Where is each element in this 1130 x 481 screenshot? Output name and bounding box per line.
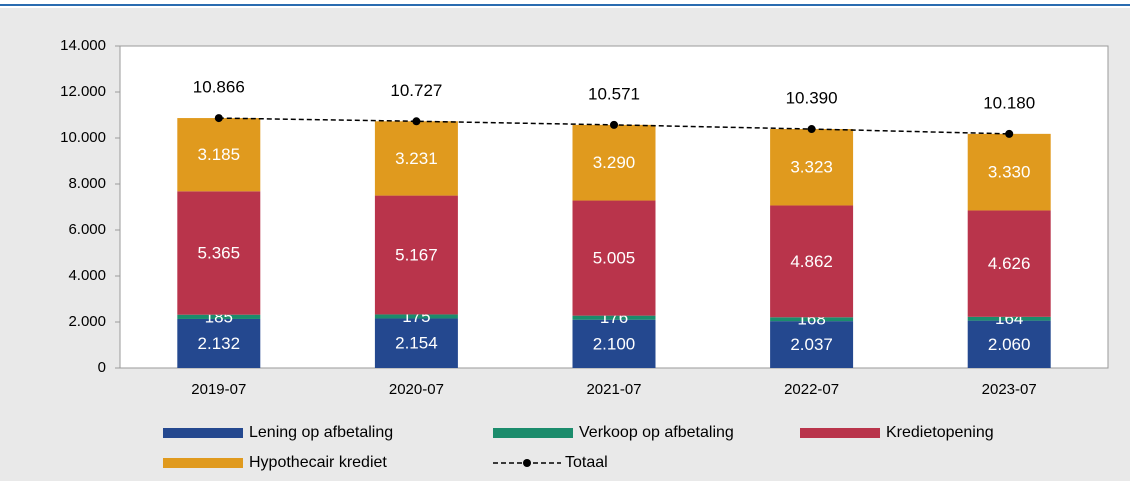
- x-tick-label: 2019-07: [191, 381, 246, 398]
- x-tick-label: 2021-07: [586, 381, 641, 398]
- data-label: 10.390: [786, 89, 838, 108]
- data-label: 4.626: [988, 254, 1031, 273]
- y-tick-label: 8.000: [68, 175, 106, 192]
- legend-label: Kredietopening: [886, 424, 994, 441]
- y-tick-label: 4.000: [68, 267, 106, 284]
- data-label: 2.154: [395, 334, 438, 353]
- data-label: 2.132: [198, 334, 241, 353]
- data-label: 3.330: [988, 163, 1031, 182]
- bar-segment: [572, 200, 656, 316]
- legend-swatch: [523, 459, 531, 467]
- total-point: [412, 117, 421, 126]
- data-label: 4.862: [790, 252, 833, 271]
- bar-segment: [177, 118, 261, 192]
- data-label: 2.060: [988, 335, 1031, 354]
- legend-label: Hypothecair krediet: [249, 454, 387, 471]
- bar-segment: [177, 314, 261, 319]
- bar-segment: [572, 319, 656, 368]
- data-label: 3.185: [198, 145, 241, 164]
- data-label: 10.866: [193, 78, 245, 97]
- data-label: 10.571: [588, 84, 640, 103]
- y-tick-label: 14.000: [60, 37, 106, 54]
- bar-segment: [967, 133, 1051, 211]
- data-label: 5.005: [593, 249, 636, 268]
- data-label: 5.167: [395, 245, 438, 264]
- data-label: 3.290: [593, 153, 636, 172]
- total-point: [807, 125, 816, 134]
- bar-segment: [770, 205, 854, 318]
- legend-label: Verkoop op afbetaling: [579, 424, 734, 441]
- data-label: 10.180: [983, 93, 1035, 112]
- x-tick-label: 2020-07: [389, 381, 444, 398]
- bar-segment: [967, 316, 1051, 321]
- data-label: 2.100: [593, 334, 636, 353]
- legend-swatch: [493, 428, 573, 438]
- bar-segment: [177, 318, 261, 368]
- bar-segment: [177, 191, 261, 315]
- legend-swatch: [800, 428, 880, 438]
- data-label: 3.231: [395, 149, 438, 168]
- bar-segment: [374, 121, 458, 196]
- bar-segment: [572, 315, 656, 320]
- data-label: 10.727: [390, 81, 442, 100]
- bar-segment: [374, 314, 458, 319]
- x-tick-label: 2022-07: [784, 381, 839, 398]
- y-tick-label: 6.000: [68, 221, 106, 238]
- legend-swatch: [163, 458, 243, 468]
- y-tick-label: 2.000: [68, 313, 106, 330]
- bar-segment: [770, 129, 854, 206]
- bar-segment: [770, 317, 854, 322]
- legend-swatch: [163, 428, 243, 438]
- top-rule: [0, 4, 1130, 6]
- bar-segment: [967, 210, 1051, 317]
- bar-segment: [572, 124, 656, 201]
- bar-segment: [770, 321, 854, 368]
- bar-segment: [374, 195, 458, 315]
- bar-segment: [374, 318, 458, 368]
- total-point: [214, 114, 223, 123]
- data-label: 2.037: [790, 335, 833, 354]
- y-tick-label: 12.000: [60, 83, 106, 100]
- data-label: 5.365: [198, 243, 241, 262]
- bar-segment: [967, 320, 1051, 368]
- total-point: [1005, 129, 1014, 138]
- data-label: 3.323: [790, 158, 833, 177]
- legend-label: Lening op afbetaling: [249, 424, 393, 441]
- y-tick-label: 10.000: [60, 129, 106, 146]
- y-tick-label: 0: [98, 359, 106, 376]
- total-point: [610, 120, 618, 129]
- legend-label: Totaal: [565, 454, 608, 471]
- x-tick-label: 2023-07: [982, 381, 1037, 398]
